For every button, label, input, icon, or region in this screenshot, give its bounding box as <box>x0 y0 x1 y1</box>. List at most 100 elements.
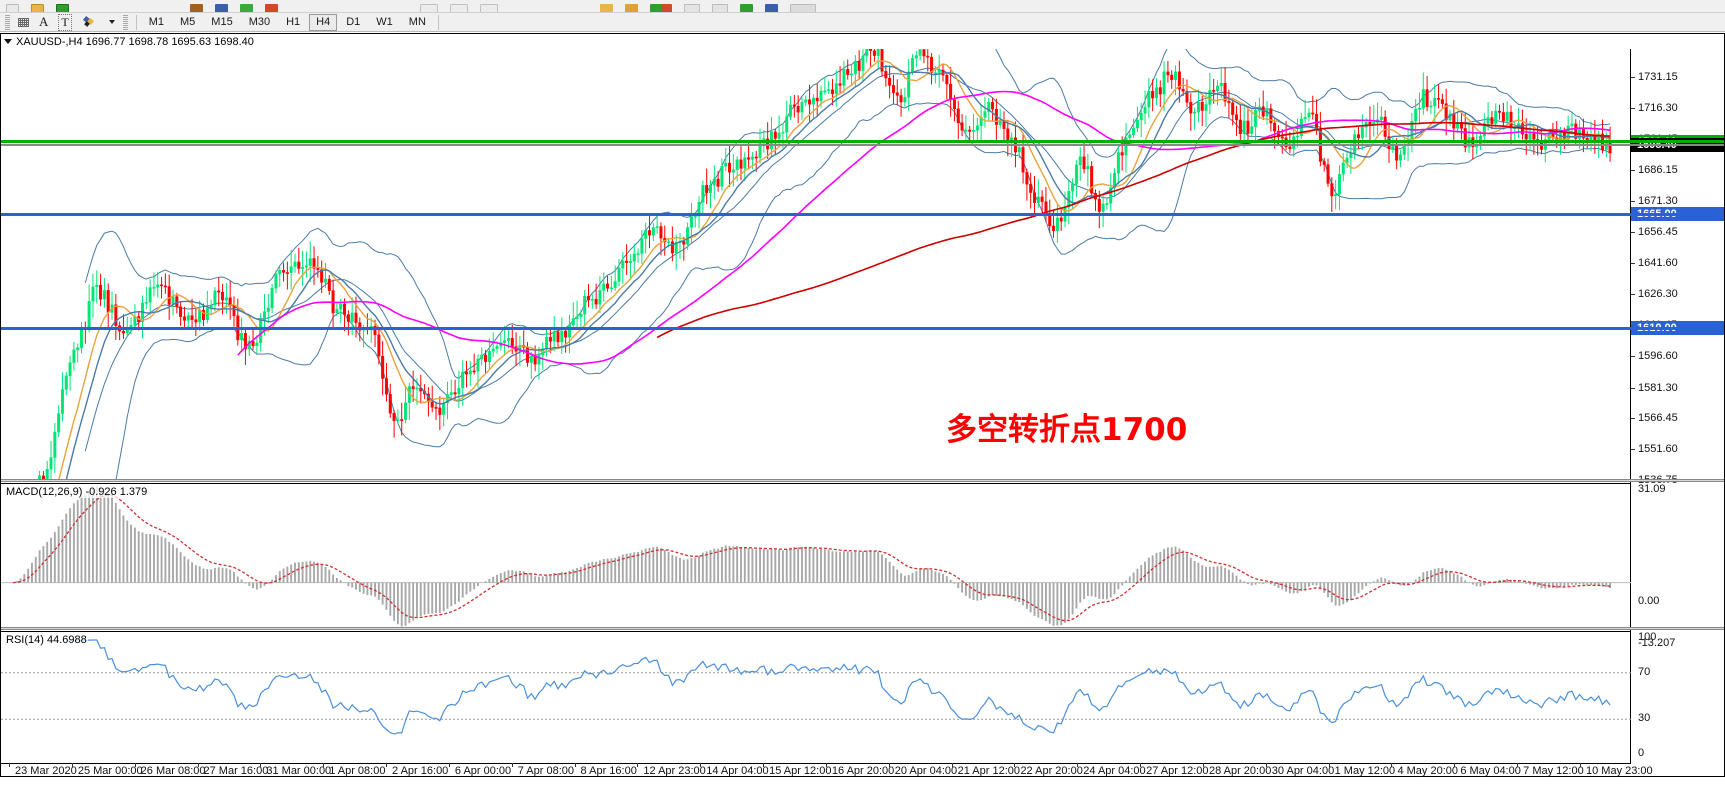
shift-icon[interactable] <box>480 4 498 12</box>
new-chart-icon[interactable] <box>6 4 19 12</box>
rsi-tick: 30 <box>1638 712 1651 725</box>
price-tick: 1716.30 <box>1631 102 1724 114</box>
time-tick: 22 Apr 20:00 <box>1014 763 1083 777</box>
rsi-plot <box>1 639 1631 735</box>
time-tick: 15 Apr 12:00 <box>763 763 832 777</box>
price-tick: 1731.15 <box>1631 71 1724 83</box>
price-tick: 1566.45 <box>1631 412 1724 424</box>
templates-icon[interactable] <box>625 4 638 12</box>
time-tick: 27 Mar 16:00 <box>197 763 269 777</box>
macd-tick: 0.00 <box>1638 595 1660 607</box>
time-tick: 20 Apr 04:00 <box>888 763 958 777</box>
time-tick: 6 May 04:00 <box>1454 763 1521 777</box>
object-list-icon[interactable] <box>740 4 753 12</box>
chart-canvas[interactable]: XAUUSD-,H4 1696.77 1698.78 1695.63 1698.… <box>0 33 1725 777</box>
toolbar-grip[interactable] <box>5 14 10 30</box>
open-icon[interactable] <box>31 4 44 12</box>
time-tick: 4 May 20:00 <box>1391 763 1459 777</box>
rsi-label: RSI(14) 44.6988 <box>5 634 88 646</box>
rsi-tick: 0 <box>1638 747 1645 759</box>
price-tick: 1641.60 <box>1631 257 1724 269</box>
timeframe-button-w1[interactable]: W1 <box>376 15 393 28</box>
time-tick: 23 Mar 2020 <box>9 763 77 777</box>
price-level-1665-line[interactable] <box>1 212 1724 216</box>
period-box-icon[interactable] <box>420 4 438 12</box>
macd-plot <box>1 486 1631 627</box>
price-tick: 1686.15 <box>1631 164 1724 176</box>
grid-toggle-icon[interactable] <box>650 4 672 12</box>
timeframe-button-mn[interactable]: MN <box>408 15 426 28</box>
macd-pane[interactable] <box>1 483 1631 628</box>
autoscroll-icon[interactable] <box>450 4 468 12</box>
bar-chart-icon[interactable] <box>190 4 203 12</box>
time-tick: 10 May 23:00 <box>1580 763 1653 777</box>
time-tick: 2 Apr 16:00 <box>386 763 449 777</box>
line-chart-icon[interactable] <box>240 4 253 12</box>
time-axis[interactable]: 23 Mar 2020 25 Mar 00:00 26 Mar 08:00 27 Ma… <box>1 763 1653 777</box>
price-pane[interactable] <box>1 34 1631 480</box>
timeframe-button-m15[interactable]: M15 <box>211 15 233 28</box>
toolbar-separator-2 <box>437 14 439 30</box>
timeframe-group-grip[interactable] <box>122 14 128 30</box>
time-tick: 25 Mar 00:00 <box>71 763 143 777</box>
timeframe-button-h1[interactable]: H1 <box>286 15 301 28</box>
timeframe-button-m5[interactable]: M5 <box>180 15 196 28</box>
toolbar-separator <box>135 14 137 30</box>
candle-chart-icon[interactable] <box>215 4 228 12</box>
chevron-down-icon[interactable] <box>101 14 120 31</box>
crosshair-toolbar-icon[interactable] <box>684 4 700 12</box>
time-tick: 8 Apr 16:00 <box>574 763 637 777</box>
timeframe-button-d1[interactable]: D1 <box>346 15 361 28</box>
rsi-pane[interactable] <box>1 631 1631 765</box>
pane-divider-1[interactable] <box>1 479 1724 482</box>
time-tick: 6 Apr 00:00 <box>448 763 512 777</box>
price-level-1700-line[interactable] <box>1 140 1724 144</box>
drawing-and-timeframe-toolbar[interactable]: A T M1 M5 M15 M30 H1 H4 D1 W1 MN <box>0 13 1725 32</box>
last-price-line <box>1 144 1724 147</box>
terminal-icon[interactable] <box>790 4 816 12</box>
time-tick: 28 Apr 20:00 <box>1202 763 1272 777</box>
ohlc-toggle-icon[interactable] <box>712 4 728 12</box>
macd-tick: -13.207 <box>1638 637 1676 649</box>
pane-divider-2[interactable] <box>1 627 1724 630</box>
time-tick: 16 Apr 20:00 <box>825 763 895 777</box>
macd-tick: 31.09 <box>1638 483 1666 495</box>
chart-menu-caret-icon[interactable] <box>4 39 12 44</box>
time-tick: 27 Apr 12:00 <box>1140 763 1209 777</box>
timeframe-button-h4[interactable]: H4 <box>309 13 338 31</box>
time-tick: 14 Apr 04:00 <box>700 763 769 777</box>
time-tick: 24 Apr 04:00 <box>1077 763 1146 777</box>
top-icon-toolbar[interactable] <box>0 0 1725 13</box>
price-tick: 1551.60 <box>1631 443 1724 455</box>
price-plot <box>38 34 1612 480</box>
navigator-icon[interactable] <box>765 4 778 12</box>
price-tick: 1581.30 <box>1631 382 1724 394</box>
zoom-icon[interactable] <box>265 4 278 12</box>
price-tick: 1596.60 <box>1631 350 1724 362</box>
price-level-1610-line[interactable] <box>1 326 1724 330</box>
indicators-icon[interactable] <box>600 4 613 12</box>
price-tick: 1626.30 <box>1631 288 1724 300</box>
time-tick: 12 Apr 23:00 <box>637 763 706 777</box>
price-axis-divider <box>1630 34 1631 776</box>
save-icon[interactable] <box>56 4 69 12</box>
text-object-icon[interactable]: T <box>53 13 76 31</box>
timeframe-button-m30[interactable]: M30 <box>248 15 271 28</box>
symbol-ohlc-bar: XAUUSD-,H4 1696.77 1698.78 1695.63 1698.… <box>1 34 1724 49</box>
time-tick: 7 May 12:00 <box>1517 763 1584 777</box>
price-tick: 1656.45 <box>1631 226 1724 238</box>
macd-label: MACD(12,26,9) -0.926 1.379 <box>5 486 149 498</box>
timeframe-group[interactable]: M1 M5 M15 M30 H1 H4 D1 W1 MN <box>142 13 433 31</box>
annotation-text[interactable]: 多空转折点1700 <box>946 412 1188 448</box>
time-tick: 1 May 12:00 <box>1328 763 1396 777</box>
time-tick: 31 Mar 00:00 <box>260 763 332 777</box>
text-label-icon[interactable]: A <box>39 14 49 29</box>
price-tick: 1671.30 <box>1631 195 1724 207</box>
crosshair-icon[interactable] <box>13 14 34 31</box>
timeframe-button-m1[interactable]: M1 <box>148 15 165 28</box>
time-tick: 30 Apr 04:00 <box>1265 763 1335 777</box>
rsi-tick: 70 <box>1638 665 1651 678</box>
draw-shapes-icon[interactable] <box>77 14 101 31</box>
time-tick: 1 Apr 08:00 <box>323 763 386 777</box>
